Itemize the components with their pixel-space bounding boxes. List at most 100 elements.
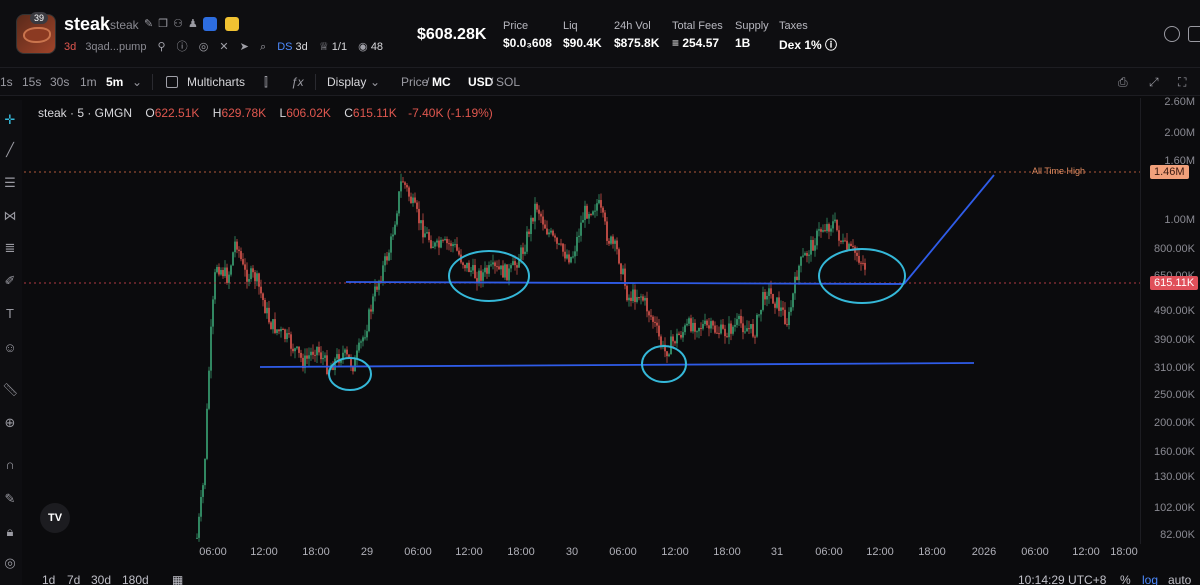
candle-body [802,255,804,257]
copy-icon[interactable]: ❐ [158,18,174,30]
candle-body [790,307,792,312]
candle-body [668,354,670,357]
x-tick: 18:00 [1110,546,1138,558]
camera-icon[interactable]: ⎙ [1118,75,1128,89]
candle-body [428,232,430,241]
x-icon[interactable]: ✕ [219,41,229,53]
display-dropdown[interactable]: Display [327,75,367,89]
candle-body [722,324,724,329]
lock-icon[interactable]: 🔒︎ [6,524,14,539]
chevron-down-icon[interactable]: ⌄ [370,75,381,89]
fib-icon[interactable]: ≣ [4,240,16,255]
log-toggle[interactable]: log [1142,573,1159,585]
indicators-icon[interactable]: ƒx [291,75,304,89]
candle-body [618,249,620,264]
candle-body [524,251,526,254]
people-icon[interactable]: ♟ [187,18,203,30]
search-icon[interactable]: ⌕ [259,41,267,53]
interval-1m[interactable]: 1m [80,75,97,89]
candle-body [606,221,608,241]
trendline-icon[interactable]: ╱ [6,142,14,157]
share-icon[interactable]: ⚇ [173,18,188,30]
edit-icon[interactable]: ✎ [144,18,159,30]
stat-liq: Liq $90.4K [563,20,602,50]
token-address[interactable]: 3qad...pump [85,41,147,53]
telegram-icon[interactable]: ➤ [239,41,249,53]
emoji-icon[interactable]: ☺ [3,340,17,355]
globe-icon[interactable]: ◎ [198,41,209,53]
percent-toggle[interactable]: % [1120,573,1131,585]
candle-body [424,233,426,238]
range-180d[interactable]: 180d [122,573,149,585]
user-icon[interactable]: ⚲ [157,41,166,53]
settings-icon[interactable] [1188,26,1200,42]
text-icon[interactable]: T [6,306,14,321]
usd-toggle[interactable]: USD [468,75,494,89]
range-1d[interactable]: 1d [42,573,56,585]
auto-toggle[interactable]: auto [1168,573,1192,585]
stat-supply: Supply 1B [735,20,769,50]
candle-body [644,297,646,301]
candle-body [248,279,250,282]
candle-body [500,265,502,270]
interval-1s[interactable]: 1s [0,75,13,89]
candle-body [376,286,378,290]
multicharts-checkbox[interactable] [166,76,178,88]
expand-icon[interactable]: ⛶ [1178,75,1187,89]
candle-body [418,208,420,224]
clock-time[interactable]: 10:14:29 UTC+8 [1018,573,1107,585]
candle-body [716,332,718,334]
candle-body [372,296,374,312]
candle-body [474,265,476,279]
fullscreen-icon[interactable]: ⤢ [1149,75,1159,89]
zoom-icon[interactable]: ⊕ [4,415,16,430]
interval-15s[interactable]: 15s [22,75,42,89]
candle-body [698,327,700,332]
pencil-lock-icon[interactable]: ✎ [4,491,16,506]
candle-body [404,182,406,185]
ds-label[interactable]: DS [277,41,293,53]
stat-total-fees: Total Fees ≡ 254.57 [672,20,723,50]
crosshair-icon[interactable]: ✛ [4,112,16,127]
candlestick-chart[interactable] [24,98,1140,544]
candle-body [804,253,806,256]
tradingview-logo[interactable]: TV [40,503,70,533]
horizontal-lines-icon[interactable]: ☰ [4,175,16,190]
candle-type-icon[interactable]: ⫿ [264,75,268,89]
calendar-icon[interactable]: ▦ [172,573,184,585]
sol-toggle[interactable]: SOL [496,75,521,89]
range-30d[interactable]: 30d [91,573,112,585]
candle-body [852,245,854,247]
candle-body [368,309,370,332]
ruler-icon[interactable]: 📏︎ [2,382,19,397]
magnet-icon[interactable]: ∩ [5,457,15,472]
brush-icon[interactable]: ✐ [4,273,16,288]
candle-body [510,265,512,269]
price-toggle[interactable]: Price [401,75,429,89]
toolbar-divider [315,74,316,90]
mc-toggle[interactable]: MC [432,75,451,89]
candle-body [416,202,418,209]
visibility-icon[interactable]: ◎ [4,555,16,570]
warning-icon[interactable]: ⓘ [176,41,188,53]
candle-body [578,235,580,237]
candle-body [284,329,286,340]
candle-body [756,314,758,337]
candle-body [786,324,788,326]
interval-dropdown-icon[interactable]: ⌄ [132,75,143,89]
candle-body [690,318,692,332]
candle-body [568,254,570,263]
multicharts-label[interactable]: Multicharts [187,75,246,89]
candle-body [572,256,574,258]
candle-body [438,240,440,248]
candle-body [812,240,814,251]
interval-30s[interactable]: 30s [50,75,70,89]
price-chart[interactable] [24,98,1140,544]
interval-5m[interactable]: 5m [106,75,124,89]
candle-body [230,265,232,275]
network-icon[interactable]: ⋈ [3,208,17,223]
candle-body [366,331,368,338]
range-7d[interactable]: 7d [67,573,81,585]
time-axis[interactable]: 06:00 12:00 18:00 29 06:00 12:00 18:00 3… [24,544,1140,562]
alarm-icon[interactable] [1164,26,1180,42]
